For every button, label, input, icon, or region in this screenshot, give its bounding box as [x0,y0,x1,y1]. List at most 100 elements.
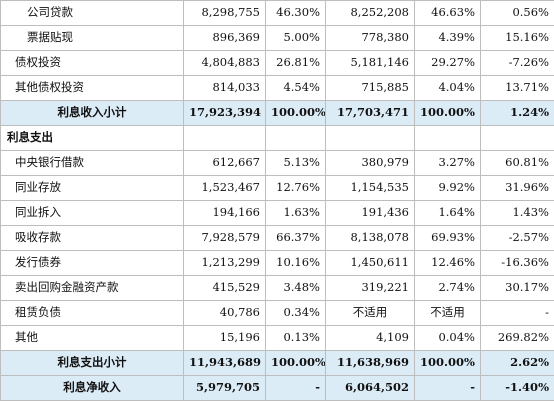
prior-period-share: 12.46% [414,250,481,276]
change-rate: 0.56% [480,0,554,26]
change-rate: 30.17% [480,275,554,301]
table-row: 租赁负债 40,786 0.34% 不适用 不适用 - [0,300,554,326]
change-rate: 31.96% [480,175,554,201]
section-header-row: 利息支出 [0,125,554,151]
table-row: 其他债权投资 814,033 4.54% 715,885 4.04% 13.71% [0,75,554,101]
table-row: 中央银行借款 612,667 5.13% 380,979 3.27% 60.81% [0,150,554,176]
current-period-share: 12.76% [265,175,326,201]
prior-period-share [414,125,481,151]
prior-period-share: 100.00% [414,350,481,376]
subtotal-row: 利息收入小计 17,923,394 100.00% 17,703,471 100.00%… [0,100,554,126]
row-label: 利息净收入 [0,375,184,401]
current-period-share: 4.54% [265,75,326,101]
prior-period-share: 4.04% [414,75,481,101]
table-row: 票据贴现 896,369 5.00% 778,380 4.39% 15.16% [0,25,554,51]
prior-period-share: 100.00% [414,100,481,126]
current-period-share [265,125,326,151]
current-period-amount: 896,369 [183,25,266,51]
prior-period-share: 不适用 [414,300,481,326]
table-row: 吸收存款 7,928,579 66.37% 8,138,078 69.93% -2.57% [0,225,554,251]
subtotal-row: 利息净收入 5,979,705-6,064,502- -1.40% [0,375,554,401]
row-label: 利息支出小计 [0,350,184,376]
current-period-amount: 814,033 [183,75,266,101]
change-rate: -16.36% [480,250,554,276]
prior-period-amount: 191,436 [325,200,415,226]
table-row: 卖出回购金融资产款 415,529 3.48% 319,221 2.74% 30.17% [0,275,554,301]
prior-period-share: 2.74% [414,275,481,301]
prior-period-share: 3.27% [414,150,481,176]
current-period-amount: 1,523,467 [183,175,266,201]
prior-period-share: 0.04% [414,325,481,351]
prior-period-amount: 1,450,611 [325,250,415,276]
current-period-share: 10.16% [265,250,326,276]
row-label: 利息收入小计 [0,100,184,126]
prior-period-share: 4.39% [414,25,481,51]
current-period-share: 66.37% [265,225,326,251]
prior-period-amount: 380,979 [325,150,415,176]
current-period-amount: 11,943,689 [183,350,266,376]
prior-period-amount: 715,885 [325,75,415,101]
current-period-share: 46.30% [265,0,326,26]
row-label: 其他债权投资 [0,75,184,101]
current-period-amount: 1,213,299 [183,250,266,276]
current-period-amount: 8,298,755 [183,0,266,26]
table-row: 同业存放 1,523,467 12.76% 1,154,535 9.92% 31.96% [0,175,554,201]
row-label: 利息支出 [0,125,184,151]
change-rate: 2.62% [480,350,554,376]
table-row: 债权投资 4,804,883 26.81% 5,181,146 29.27% -7.26% [0,50,554,76]
current-period-amount: 15,196 [183,325,266,351]
prior-period-amount: 不适用 [325,300,415,326]
current-period-share: 1.63% [265,200,326,226]
prior-period-amount [325,125,415,151]
current-period-share: 100.00% [265,100,326,126]
current-period-amount: 5,979,705 [183,375,266,401]
prior-period-share: 46.63% [414,0,481,26]
prior-period-amount: 6,064,502 [325,375,415,401]
change-rate: 13.71% [480,75,554,101]
table-row: 发行债券 1,213,299 10.16% 1,450,611 12.46% -16.36… [0,250,554,276]
prior-period-amount: 11,638,969 [325,350,415,376]
current-period-amount: 612,667 [183,150,266,176]
current-period-amount: 7,928,579 [183,225,266,251]
row-label: 中央银行借款 [0,150,184,176]
current-period-amount [183,125,266,151]
prior-period-share: - [414,375,481,401]
subtotal-row: 利息支出小计 11,943,689 100.00% 11,638,969 100.00%… [0,350,554,376]
prior-period-amount: 17,703,471 [325,100,415,126]
row-label: 其他 [0,325,184,351]
current-period-amount: 194,166 [183,200,266,226]
change-rate: 269.82% [480,325,554,351]
change-rate: 1.43% [480,200,554,226]
prior-period-amount: 778,380 [325,25,415,51]
current-period-share: 5.00% [265,25,326,51]
prior-period-amount: 8,252,208 [325,0,415,26]
current-period-share: 0.13% [265,325,326,351]
row-label: 同业存放 [0,175,184,201]
row-label: 同业拆入 [0,200,184,226]
row-label: 吸收存款 [0,225,184,251]
table-row: 同业拆入 194,166 1.63% 191,436 1.64% 1.43% [0,200,554,226]
row-label: 卖出回购金融资产款 [0,275,184,301]
table-row: 公司贷款 8,298,755 46.30% 8,252,208 46.63% 0.56% [0,0,554,26]
row-label: 债权投资 [0,50,184,76]
current-period-amount: 40,786 [183,300,266,326]
current-period-share: 100.00% [265,350,326,376]
current-period-amount: 415,529 [183,275,266,301]
current-period-share: 5.13% [265,150,326,176]
row-label: 租赁负债 [0,300,184,326]
current-period-amount: 17,923,394 [183,100,266,126]
current-period-amount: 4,804,883 [183,50,266,76]
change-rate [480,125,554,151]
current-period-share: - [265,375,326,401]
prior-period-amount: 4,109 [325,325,415,351]
prior-period-share: 69.93% [414,225,481,251]
table-row: 其他 15,196 0.13% 4,109 0.04% 269.82% [0,325,554,351]
prior-period-amount: 5,181,146 [325,50,415,76]
prior-period-amount: 319,221 [325,275,415,301]
current-period-share: 3.48% [265,275,326,301]
change-rate: -2.57% [480,225,554,251]
change-rate: 1.24% [480,100,554,126]
prior-period-amount: 8,138,078 [325,225,415,251]
change-rate: -7.26% [480,50,554,76]
